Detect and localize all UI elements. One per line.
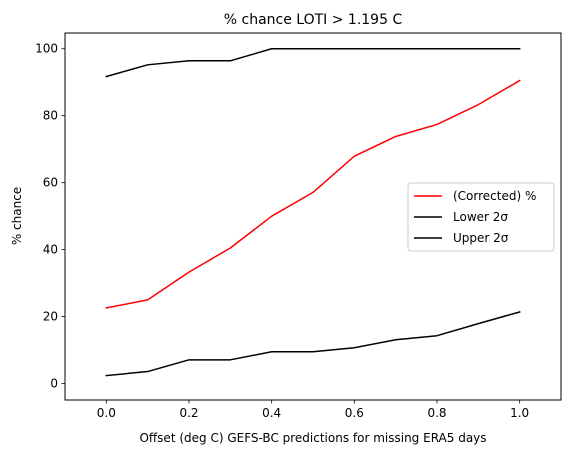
- y-tick-label: 80: [43, 109, 58, 123]
- y-tick-label: 0: [50, 377, 58, 391]
- legend-box: [407, 182, 555, 252]
- plot-frame: [64, 32, 562, 401]
- y-tick-label: 40: [43, 243, 58, 257]
- y-axis: 0 20 40 60 80 100: [35, 42, 65, 391]
- legend-label-lower-2: Lower 2σ: [453, 210, 508, 224]
- y-tick-label: 60: [43, 176, 58, 190]
- x-tick-label: 0.6: [345, 406, 364, 420]
- series-line-lower-2: [105, 311, 521, 377]
- y-tick-label: 100: [35, 42, 58, 56]
- x-axis-label: Offset (deg C) GEFS-BC predictions for m…: [139, 431, 486, 445]
- legend-label-corrected: (Corrected) %: [453, 189, 536, 203]
- x-tick-label: 0.0: [97, 406, 116, 420]
- chart-title: % chance LOTI > 1.195 C: [224, 12, 403, 28]
- y-tick-label: 20: [43, 310, 58, 324]
- legend-label-upper-2: Upper 2σ: [453, 231, 509, 245]
- series-line-upper-2: [105, 47, 521, 78]
- plot-area: [105, 47, 521, 377]
- legend: (Corrected) % Lower 2σ Upper 2σ: [407, 182, 555, 252]
- x-tick-label: 1.0: [510, 406, 529, 420]
- y-axis-label: % chance: [10, 187, 24, 245]
- x-tick-label: 0.8: [427, 406, 446, 420]
- x-tick-label: 0.4: [262, 406, 281, 420]
- x-axis: 0.0 0.2 0.4 0.6 0.8 1.0: [97, 400, 529, 420]
- x-tick-label: 0.2: [179, 406, 198, 420]
